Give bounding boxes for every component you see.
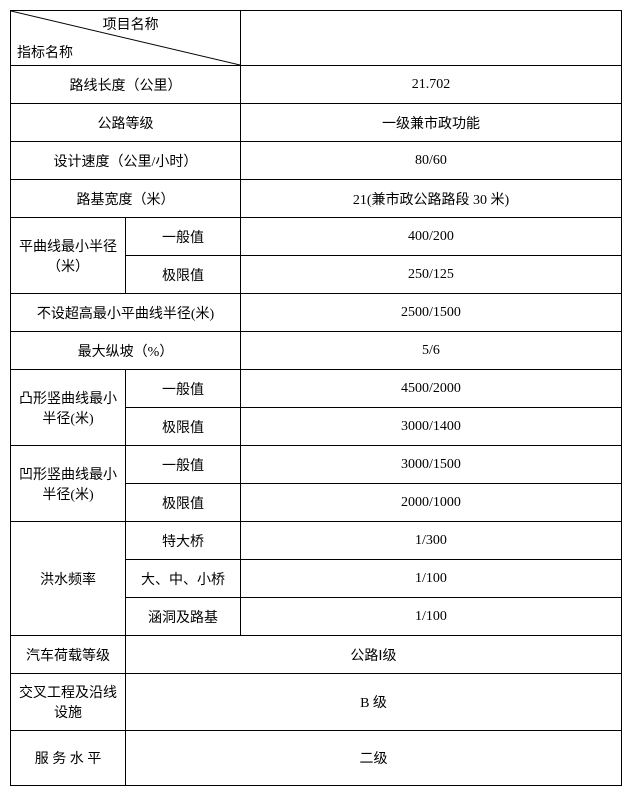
table-row: 服 务 水 平 二级 (11, 731, 622, 786)
row-group-label: 平曲线最小半径（米） (11, 218, 126, 294)
row-label: 交叉工程及沿线设施 (11, 674, 126, 731)
row-sublabel: 极限值 (126, 256, 241, 294)
row-value: 250/125 (241, 256, 622, 294)
table-row: 路基宽度（米） 21(兼市政公路路段 30 米) (11, 180, 622, 218)
table-row: 凸形竖曲线最小半径(米) 一般值 4500/2000 (11, 370, 622, 408)
row-value: 21(兼市政公路路段 30 米) (241, 180, 622, 218)
row-value: 400/200 (241, 218, 622, 256)
table-row: 平曲线最小半径（米） 一般值 400/200 (11, 218, 622, 256)
row-value: 1/100 (241, 598, 622, 636)
row-label: 服 务 水 平 (11, 731, 126, 786)
header-bottom-label: 指标名称 (17, 42, 73, 62)
table-row: 公路等级 一级兼市政功能 (11, 104, 622, 142)
row-value: 5/6 (241, 332, 622, 370)
row-value: 3000/1400 (241, 408, 622, 446)
row-value: 2000/1000 (241, 484, 622, 522)
row-label: 不设超高最小平曲线半径(米) (11, 294, 241, 332)
row-value: 80/60 (241, 142, 622, 180)
row-value: 二级 (126, 731, 622, 786)
row-sublabel: 极限值 (126, 484, 241, 522)
table-row: 洪水频率 特大桥 1/300 (11, 522, 622, 560)
row-sublabel: 极限值 (126, 408, 241, 446)
row-value: 2500/1500 (241, 294, 622, 332)
row-label: 设计速度（公里/小时） (11, 142, 241, 180)
row-value: 21.702 (241, 66, 622, 104)
table-row: 最大纵坡（%） 5/6 (11, 332, 622, 370)
header-value-cell (241, 11, 622, 66)
row-value: 1/300 (241, 522, 622, 560)
diagonal-header-cell: 项目名称 指标名称 (11, 11, 241, 66)
row-sublabel: 一般值 (126, 370, 241, 408)
header-row: 项目名称 指标名称 (11, 11, 622, 66)
row-label: 公路等级 (11, 104, 241, 142)
table-row: 汽车荷载等级 公路Ⅰ级 (11, 636, 622, 674)
row-value: 一级兼市政功能 (241, 104, 622, 142)
table-row: 设计速度（公里/小时） 80/60 (11, 142, 622, 180)
table-row: 路线长度（公里） 21.702 (11, 66, 622, 104)
header-top-label: 项目名称 (103, 14, 234, 34)
row-label: 汽车荷载等级 (11, 636, 126, 674)
row-group-label: 凹形竖曲线最小半径(米) (11, 446, 126, 522)
row-group-label: 洪水频率 (11, 522, 126, 636)
spec-table: 项目名称 指标名称 路线长度（公里） 21.702 公路等级 一级兼市政功能 设… (10, 10, 622, 786)
row-value: 1/100 (241, 560, 622, 598)
row-label: 最大纵坡（%） (11, 332, 241, 370)
row-sublabel: 一般值 (126, 218, 241, 256)
row-value: 公路Ⅰ级 (126, 636, 622, 674)
row-sublabel: 大、中、小桥 (126, 560, 241, 598)
row-group-label: 凸形竖曲线最小半径(米) (11, 370, 126, 446)
row-value: 3000/1500 (241, 446, 622, 484)
table-row: 交叉工程及沿线设施 B 级 (11, 674, 622, 731)
row-value: 4500/2000 (241, 370, 622, 408)
row-sublabel: 特大桥 (126, 522, 241, 560)
table-row: 不设超高最小平曲线半径(米) 2500/1500 (11, 294, 622, 332)
row-value: B 级 (126, 674, 622, 731)
row-label: 路线长度（公里） (11, 66, 241, 104)
row-sublabel: 一般值 (126, 446, 241, 484)
table-row: 凹形竖曲线最小半径(米) 一般值 3000/1500 (11, 446, 622, 484)
row-sublabel: 涵洞及路基 (126, 598, 241, 636)
row-label: 路基宽度（米） (11, 180, 241, 218)
